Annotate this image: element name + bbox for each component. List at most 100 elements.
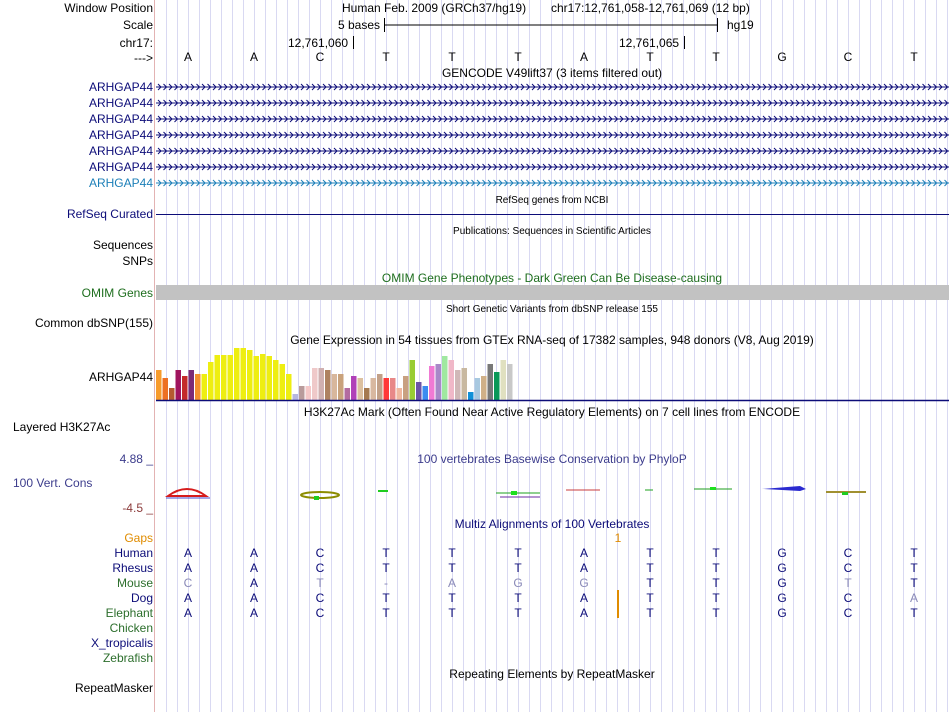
gtex-bar-chart[interactable] — [0, 340, 950, 404]
refseq-gene-line[interactable] — [156, 214, 949, 215]
gtex-tissue-bar[interactable] — [266, 356, 273, 400]
alignment-base: T — [646, 606, 654, 620]
repeatmasker-label[interactable]: RepeatMasker — [74, 681, 153, 695]
gencode-gene-label[interactable]: ARHGAP44 — [88, 160, 153, 174]
species-label-elephant[interactable]: Elephant — [105, 606, 153, 620]
gtex-tissue-bar[interactable] — [344, 388, 351, 400]
gencode-gene-label[interactable]: ARHGAP44 — [88, 80, 153, 94]
gtex-tissue-bar[interactable] — [175, 370, 182, 400]
species-label-zebrafish[interactable]: Zebrafish — [102, 651, 153, 665]
species-label-rhesus[interactable]: Rhesus — [112, 561, 153, 575]
gtex-tissue-bar[interactable] — [305, 386, 312, 400]
gtex-tissue-bar[interactable] — [442, 356, 448, 400]
gtex-tissue-bar[interactable] — [312, 368, 318, 400]
gencode-gene-label[interactable]: ARHGAP44 — [88, 96, 153, 110]
gtex-tissue-bar[interactable] — [377, 374, 383, 400]
gtex-tissue-bar[interactable] — [500, 360, 507, 400]
gencode-gene-label[interactable]: ARHGAP44 — [88, 176, 153, 190]
h3k27ac-label[interactable]: Layered H3K27Ac — [13, 420, 111, 434]
species-label-human[interactable]: Human — [114, 546, 153, 560]
species-label-dog[interactable]: Dog — [130, 591, 153, 605]
gtex-tissue-bar[interactable] — [221, 355, 227, 400]
gtex-tissue-bar[interactable] — [182, 376, 188, 400]
gtex-tissue-bar[interactable] — [383, 378, 390, 400]
gtex-tissue-bar[interactable] — [260, 354, 266, 400]
gtex-tissue-bar[interactable] — [403, 376, 409, 400]
gtex-tissue-bar[interactable] — [468, 392, 474, 400]
gencode-gene-line[interactable] — [156, 82, 949, 92]
gencode-gene-line[interactable] — [156, 98, 949, 108]
gtex-tissue-bar[interactable] — [162, 378, 169, 400]
gencode-gene-line[interactable] — [156, 146, 949, 156]
gtex-tissue-bar[interactable] — [390, 378, 396, 400]
gtex-tissue-bar[interactable] — [455, 370, 461, 400]
conservation-plot[interactable] — [0, 480, 950, 510]
alignment-base: C — [183, 576, 193, 590]
gtex-tissue-bar[interactable] — [370, 378, 377, 400]
gtex-tissue-bar[interactable] — [156, 370, 162, 400]
gtex-tissue-bar[interactable] — [188, 370, 195, 400]
gtex-gene-label[interactable]: ARHGAP44 — [88, 370, 153, 384]
gtex-tissue-bar[interactable] — [240, 348, 247, 400]
alignment-base: T — [712, 576, 720, 590]
gtex-tissue-bar[interactable] — [273, 360, 279, 400]
omim-gene-bar[interactable] — [156, 285, 949, 300]
gtex-tissue-bar[interactable] — [409, 360, 416, 400]
grid-line — [628, 0, 629, 712]
refseq-label[interactable]: RefSeq Curated — [66, 207, 153, 221]
gtex-tissue-bar[interactable] — [461, 368, 468, 400]
gtex-tissue-bar[interactable] — [481, 376, 487, 400]
gencode-gene-line[interactable] — [156, 130, 949, 140]
species-label-x_tropicalis[interactable]: X_tropicalis — [90, 636, 153, 650]
gtex-tissue-bar[interactable] — [234, 348, 240, 400]
gencode-gene-label[interactable]: ARHGAP44 — [88, 128, 153, 142]
dbsnp-label[interactable]: Common dbSNP(155) — [34, 316, 153, 330]
gtex-tissue-bar[interactable] — [292, 394, 299, 400]
gtex-tissue-bar[interactable] — [195, 374, 201, 400]
sequences-label[interactable]: Sequences — [92, 238, 153, 252]
gap-count-mark: 1 — [614, 531, 622, 545]
gtex-tissue-bar[interactable] — [364, 388, 370, 400]
alignment-base: A — [579, 561, 589, 575]
snps-label[interactable]: SNPs — [122, 254, 153, 268]
gencode-gene-label[interactable]: ARHGAP44 — [88, 112, 153, 126]
alignment-base: T — [910, 561, 918, 575]
grid-line — [364, 0, 365, 712]
gtex-tissue-bar[interactable] — [351, 376, 357, 400]
gtex-tissue-bar[interactable] — [201, 374, 208, 400]
gtex-tissue-bar[interactable] — [357, 378, 364, 400]
gtex-tissue-bar[interactable] — [435, 364, 442, 400]
alignment-base: C — [315, 546, 325, 560]
gtex-tissue-bar[interactable] — [318, 368, 325, 400]
gtex-tissue-bar[interactable] — [507, 364, 513, 400]
gtex-tissue-bar[interactable] — [396, 388, 403, 400]
gencode-gene-line[interactable] — [156, 114, 949, 124]
gtex-tissue-bar[interactable] — [253, 356, 260, 400]
gtex-tissue-bar[interactable] — [494, 372, 500, 400]
gtex-tissue-bar[interactable] — [208, 362, 214, 400]
gtex-tissue-bar[interactable] — [227, 355, 234, 400]
gtex-tissue-bar[interactable] — [331, 374, 338, 400]
gtex-tissue-bar[interactable] — [169, 388, 175, 400]
gtex-tissue-bar[interactable] — [338, 374, 344, 400]
gtex-tissue-bar[interactable] — [325, 370, 331, 400]
gtex-tissue-bar[interactable] — [286, 374, 292, 400]
gtex-tissue-bar[interactable] — [416, 382, 422, 400]
gtex-tissue-bar[interactable] — [279, 364, 286, 400]
gencode-gene-line[interactable] — [156, 178, 949, 188]
gtex-tissue-bar[interactable] — [214, 355, 221, 400]
gtex-tissue-bar[interactable] — [247, 350, 253, 400]
gencode-gene-line[interactable] — [156, 162, 949, 172]
cons-label[interactable]: 100 Vert. Cons — [13, 476, 93, 490]
species-label-chicken[interactable]: Chicken — [109, 621, 153, 635]
gtex-tissue-bar[interactable] — [487, 364, 494, 400]
gtex-tissue-bar[interactable] — [422, 386, 429, 400]
gencode-gene-label[interactable]: ARHGAP44 — [88, 144, 153, 158]
gtex-tissue-bar[interactable] — [299, 386, 305, 400]
species-label-mouse[interactable]: Mouse — [116, 576, 153, 590]
gtex-tissue-bar[interactable] — [448, 360, 455, 400]
gtex-tissue-bar[interactable] — [474, 378, 481, 400]
omim-label[interactable]: OMIM Genes — [81, 286, 153, 300]
grid-line — [166, 0, 167, 712]
gtex-tissue-bar[interactable] — [429, 366, 435, 400]
